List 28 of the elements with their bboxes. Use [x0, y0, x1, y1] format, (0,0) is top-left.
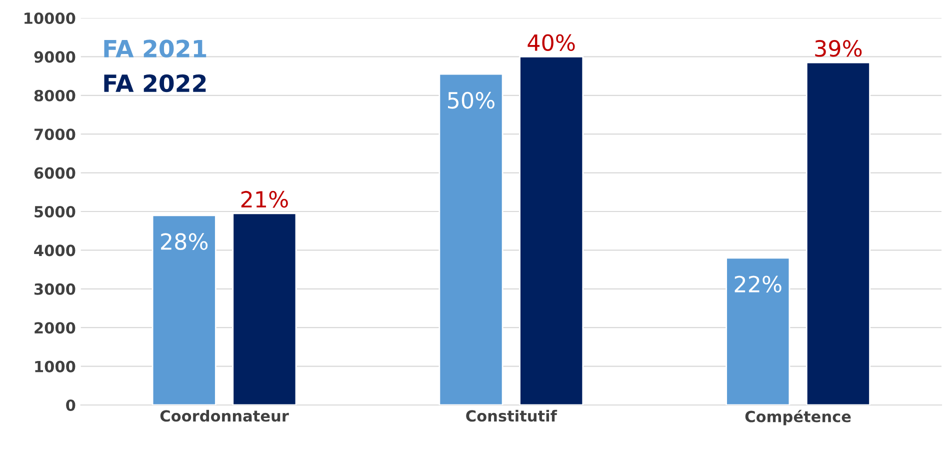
x-tick-label: Constitutif	[466, 410, 558, 422]
y-tick-label: 8000	[34, 90, 76, 102]
y-tick-label: 4000	[34, 244, 76, 256]
text: FA 2021	[104, 40, 206, 58]
bar	[519, 56, 584, 405]
y-tick-label: 7000	[34, 128, 76, 140]
y-tick-label: 5000	[34, 206, 76, 218]
annotation: 50%	[448, 92, 494, 109]
x-tick-label: Coordonnateur	[160, 410, 289, 422]
y-tick-label: 9000	[34, 51, 76, 63]
annotation: 39%	[815, 40, 862, 57]
y-tick-label: 6000	[34, 167, 76, 179]
bar	[806, 62, 870, 405]
annotation: 22%	[734, 276, 782, 293]
y-tick-label: 0	[66, 399, 76, 412]
y-tick-label: 10000	[24, 12, 76, 24]
bar	[232, 212, 297, 405]
bar	[152, 214, 216, 405]
annotation: 21%	[241, 190, 288, 208]
x-tick-label: Compétence	[745, 410, 851, 426]
y-tick-label: 2000	[34, 322, 76, 334]
text: FA 2022	[104, 74, 206, 92]
annotation: 28%	[161, 233, 208, 250]
annotation: 40%	[528, 34, 575, 52]
y-tick-label: 3000	[34, 283, 76, 295]
y-tick-label: 1000	[35, 360, 76, 372]
bar	[726, 257, 790, 405]
bar	[438, 73, 504, 405]
